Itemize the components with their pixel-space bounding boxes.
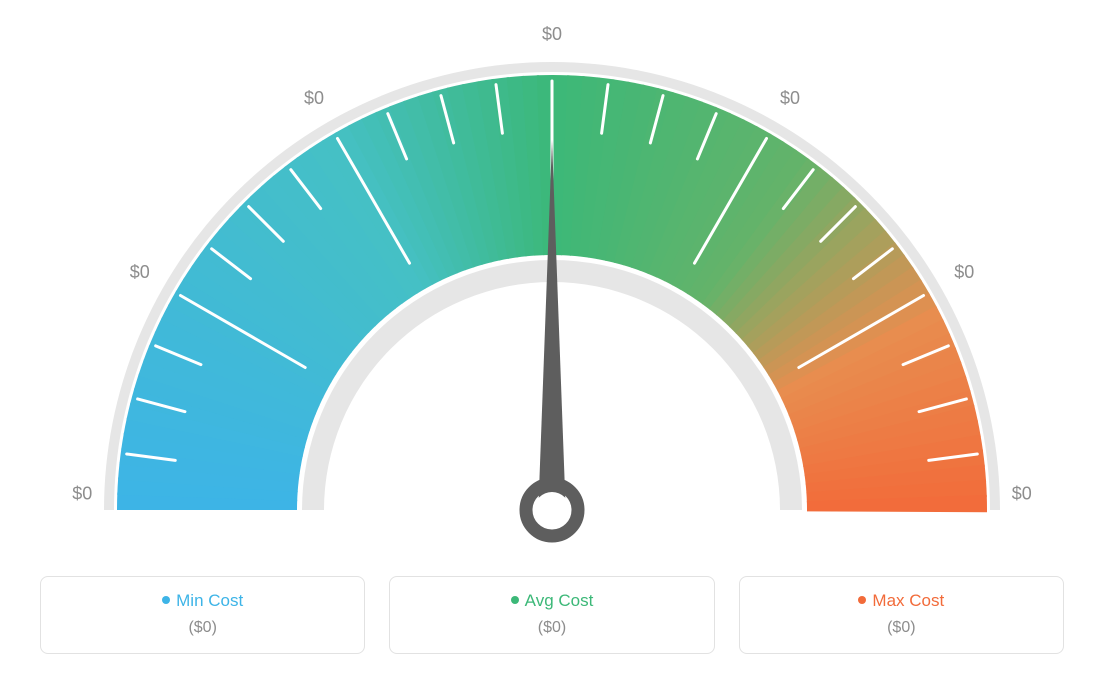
legend-row: Min Cost ($0) Avg Cost ($0) Max Cost ($0… [40,576,1064,654]
legend-value-max: ($0) [740,619,1063,637]
legend-value-avg: ($0) [390,619,713,637]
legend-label-min: Min Cost [176,591,243,610]
legend-title-avg: Avg Cost [390,591,713,611]
gauge: $0 $0 $0 $0 $0 $0 $0 [0,0,1104,560]
legend-label-max: Max Cost [872,591,944,610]
legend-dot-avg [511,596,519,604]
legend-dot-max [858,596,866,604]
gauge-tick-label: $0 [542,24,562,44]
gauge-tick-label: $0 [954,262,974,282]
gauge-tick-label: $0 [304,88,324,108]
gauge-tick-label: $0 [72,484,92,504]
gauge-tick-label: $0 [1012,484,1032,504]
legend-label-avg: Avg Cost [525,591,594,610]
gauge-chart-container: $0 $0 $0 $0 $0 $0 $0 Min Cost ($0) Avg Cost ($… [0,0,1104,690]
legend-card-max: Max Cost ($0) [739,576,1064,654]
gauge-tick-label: $0 [780,88,800,108]
legend-card-min: Min Cost ($0) [40,576,365,654]
legend-title-min: Min Cost [41,591,364,611]
legend-value-min: ($0) [41,619,364,637]
legend-title-max: Max Cost [740,591,1063,611]
gauge-tick-label: $0 [130,262,150,282]
legend-dot-min [162,596,170,604]
legend-card-avg: Avg Cost ($0) [389,576,714,654]
